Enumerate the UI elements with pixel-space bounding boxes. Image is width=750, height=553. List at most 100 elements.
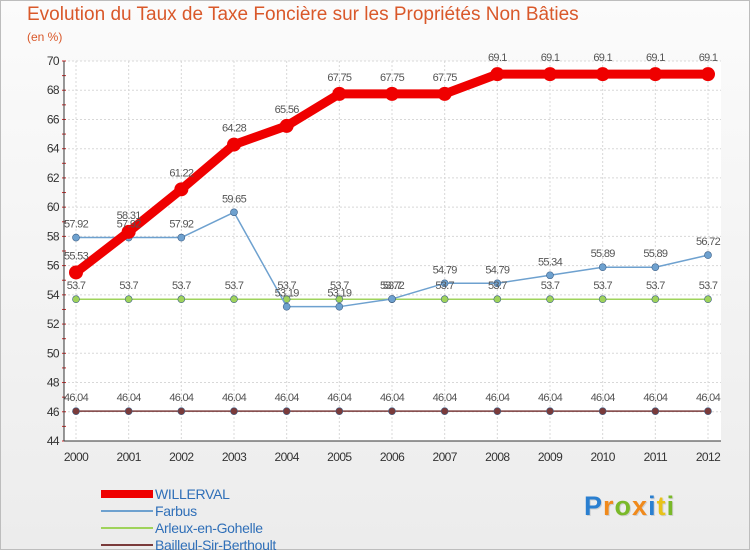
data-point bbox=[230, 407, 238, 415]
series-1 bbox=[69, 67, 715, 280]
x-tick-label: 2004 bbox=[275, 450, 300, 464]
data-point bbox=[335, 295, 344, 304]
data-label: 53.72 bbox=[380, 280, 405, 292]
data-label: 67.75 bbox=[433, 72, 458, 84]
data-point bbox=[704, 407, 712, 415]
data-label: 53.7 bbox=[119, 280, 138, 292]
data-label: 46.04 bbox=[222, 392, 247, 404]
data-label: 59.65 bbox=[222, 193, 247, 205]
data-point bbox=[174, 182, 189, 197]
data-point bbox=[388, 295, 396, 303]
data-label: 55.89 bbox=[591, 248, 616, 260]
x-tick-label: 2002 bbox=[169, 450, 194, 464]
data-point bbox=[493, 407, 502, 415]
data-label: 58.31 bbox=[117, 210, 142, 222]
data-label: 69.1 bbox=[541, 52, 560, 64]
data-point bbox=[69, 265, 83, 280]
data-label: 46.04 bbox=[485, 392, 510, 404]
data-label: 53.7 bbox=[330, 280, 349, 292]
legend-label: Bailleul-Sir-Berthoult bbox=[155, 536, 277, 553]
y-tick-label: 54 bbox=[47, 288, 60, 302]
logo-letter: o bbox=[614, 491, 633, 521]
data-label: 55.89 bbox=[643, 248, 668, 260]
data-point bbox=[493, 295, 502, 304]
data-label: 53.7 bbox=[277, 280, 296, 292]
data-label: 46.04 bbox=[538, 392, 563, 404]
data-label: 46.04 bbox=[275, 392, 300, 404]
legend-item: WILLERVAL bbox=[101, 485, 276, 502]
logo-letter: i bbox=[648, 491, 657, 521]
data-label: 53.7 bbox=[699, 280, 718, 292]
x-tick-label: 2007 bbox=[433, 450, 458, 464]
data-label: 57.92 bbox=[117, 219, 142, 231]
y-tick-label: 64 bbox=[47, 142, 60, 156]
data-point bbox=[385, 86, 399, 101]
data-label: 53.7 bbox=[488, 280, 507, 292]
x-tick-label: 2006 bbox=[380, 450, 405, 464]
legend-swatch bbox=[101, 543, 153, 546]
y-tick-label: 46 bbox=[47, 405, 60, 419]
data-label: 46.04 bbox=[591, 392, 616, 404]
x-tick-label: 2011 bbox=[644, 450, 668, 464]
data-point bbox=[701, 67, 715, 82]
data-label: 64.28 bbox=[222, 123, 247, 135]
data-label: 69.1 bbox=[699, 52, 718, 64]
data-label: 69.1 bbox=[646, 52, 665, 64]
data-point bbox=[546, 295, 554, 304]
data-label: 46.04 bbox=[327, 392, 352, 404]
y-tick-label: 70 bbox=[47, 54, 60, 68]
data-label: 55.53 bbox=[64, 250, 89, 262]
legend-swatch bbox=[101, 509, 153, 512]
y-tick-label: 56 bbox=[47, 259, 60, 273]
x-tick-label: 2009 bbox=[538, 450, 563, 464]
data-point bbox=[437, 86, 452, 101]
data-point bbox=[230, 208, 238, 217]
logo-letter: x bbox=[632, 491, 649, 521]
data-point bbox=[595, 67, 610, 82]
data-label: 53.19 bbox=[275, 288, 300, 300]
y-tick-label: 52 bbox=[47, 317, 60, 331]
data-point bbox=[651, 407, 660, 415]
series-4 bbox=[72, 407, 712, 415]
data-point bbox=[490, 67, 505, 82]
data-point bbox=[124, 295, 133, 304]
logo-letter: r bbox=[603, 491, 615, 521]
y-tick-label: 48 bbox=[47, 376, 60, 390]
data-label: 46.04 bbox=[64, 392, 89, 404]
data-point bbox=[546, 407, 554, 415]
data-label: 46.04 bbox=[696, 392, 721, 404]
data-point bbox=[335, 302, 344, 311]
x-tick-label: 2003 bbox=[222, 450, 247, 464]
data-label: 57.92 bbox=[169, 219, 194, 231]
data-point bbox=[279, 118, 294, 133]
data-point bbox=[598, 263, 607, 272]
x-tick-label: 2012 bbox=[696, 450, 721, 464]
data-point bbox=[121, 224, 136, 239]
data-label: 46.04 bbox=[380, 392, 405, 404]
data-point bbox=[704, 295, 712, 304]
data-point bbox=[440, 295, 449, 304]
y-tick-label: 62 bbox=[47, 171, 60, 185]
data-point bbox=[227, 137, 241, 152]
x-tick-label: 2001 bbox=[117, 450, 142, 464]
y-tick-label: 66 bbox=[47, 112, 60, 126]
data-point bbox=[493, 279, 502, 288]
data-point bbox=[72, 233, 80, 242]
x-tick-label: 2005 bbox=[327, 450, 352, 464]
legend-swatch bbox=[101, 526, 153, 529]
data-label: 53.7 bbox=[67, 280, 86, 292]
data-point bbox=[282, 302, 291, 311]
data-label: 53.19 bbox=[327, 288, 352, 300]
legend-label: Farbus bbox=[155, 502, 197, 519]
data-point bbox=[546, 271, 554, 280]
data-label: 69.1 bbox=[488, 52, 507, 64]
data-point bbox=[177, 295, 186, 304]
data-point bbox=[177, 407, 186, 415]
legend-label: Arleux-en-Gohelle bbox=[155, 519, 263, 536]
data-label: 61.22 bbox=[169, 167, 194, 179]
proxiti-logo: Proxiti bbox=[584, 491, 675, 522]
logo-letter: P bbox=[584, 491, 604, 521]
data-label: 46.04 bbox=[643, 392, 668, 404]
data-point bbox=[124, 407, 133, 415]
